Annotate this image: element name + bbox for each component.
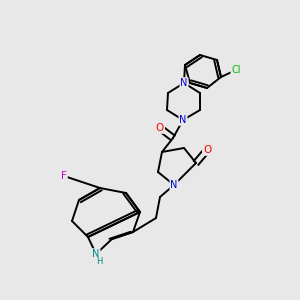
Text: O: O — [156, 123, 164, 133]
Text: H: H — [96, 257, 102, 266]
Text: N: N — [92, 249, 100, 259]
Text: N: N — [180, 78, 188, 88]
Text: O: O — [203, 145, 211, 155]
Text: N: N — [179, 115, 187, 125]
Text: Cl: Cl — [231, 65, 241, 75]
Text: F: F — [61, 171, 67, 181]
Text: N: N — [170, 180, 178, 190]
